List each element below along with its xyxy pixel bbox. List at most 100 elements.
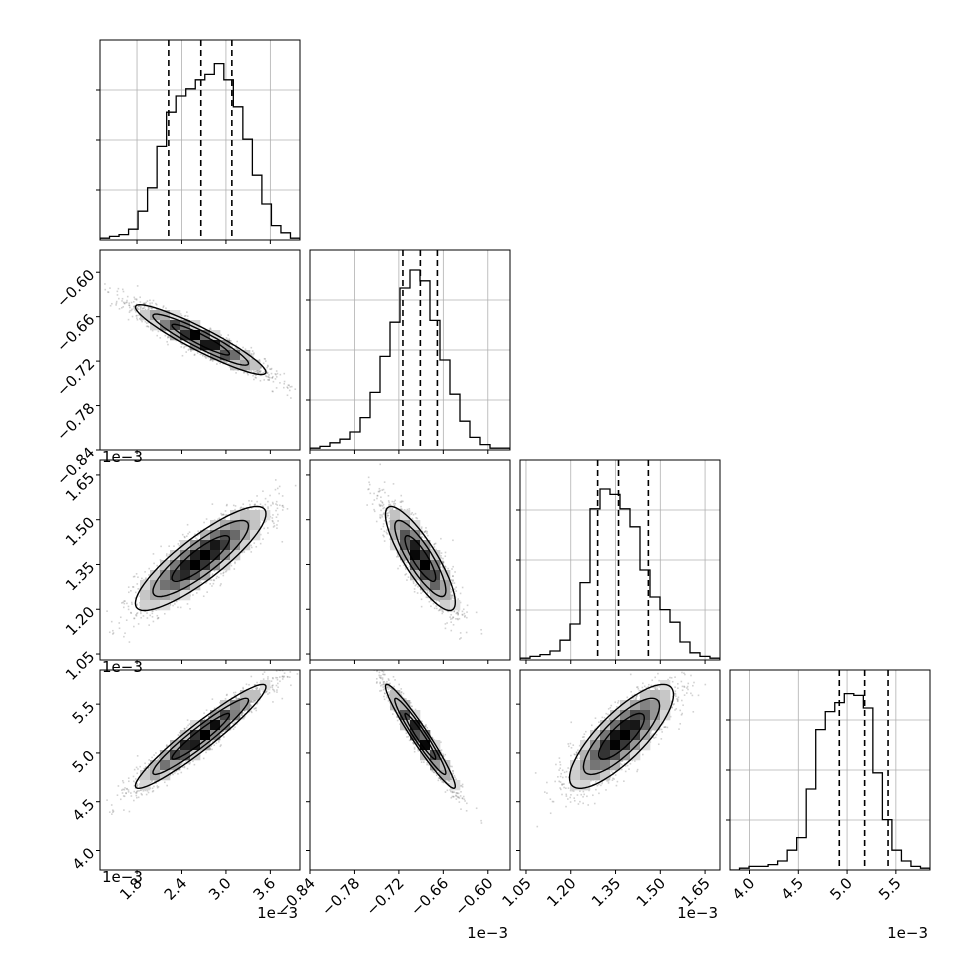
sample-point (192, 594, 194, 596)
hist-step-3 (730, 692, 930, 870)
sample-point (263, 371, 266, 373)
sample-point (145, 577, 147, 579)
sample-point (144, 578, 147, 581)
sample-point (208, 349, 210, 352)
sample-point (276, 524, 278, 526)
sample-point (268, 374, 270, 376)
sample-point (198, 533, 201, 536)
sample-point (203, 521, 205, 524)
sample-point (222, 513, 225, 516)
sample-point (136, 317, 138, 319)
sample-point (128, 311, 131, 314)
hist-panel-1 (306, 249, 511, 451)
sample-point (278, 485, 281, 488)
sample-point (122, 290, 125, 293)
sample-point (219, 362, 221, 365)
density-cell (210, 540, 221, 551)
sample-point (286, 508, 289, 510)
scatter-panel-1-0 (96, 249, 301, 454)
sample-point (281, 495, 284, 497)
sample-point (267, 379, 269, 381)
sample-point (387, 514, 390, 517)
sample-point (480, 628, 482, 631)
sample-point (224, 361, 226, 364)
density-cell (180, 550, 191, 561)
sample-point (123, 302, 126, 305)
sample-point (236, 340, 238, 343)
sample-point (450, 588, 453, 591)
sample-point (253, 371, 255, 374)
sample-point (184, 314, 187, 317)
density-cell (190, 550, 201, 561)
sample-point (163, 612, 166, 615)
sample-point (254, 370, 257, 373)
sample-point (159, 559, 162, 561)
sample-point (166, 340, 168, 343)
density-cell (170, 550, 181, 561)
sample-point (128, 306, 131, 309)
sample-point (241, 551, 244, 554)
sample-point (181, 343, 183, 345)
sample-point (133, 305, 136, 307)
sample-point (283, 380, 286, 383)
sample-point (266, 372, 269, 375)
sample-point (164, 334, 167, 337)
sample-point (195, 592, 198, 594)
sample-point (276, 372, 279, 375)
density-cell (180, 320, 191, 331)
sample-point (442, 560, 444, 563)
density-cell (140, 310, 151, 321)
sample-point (132, 306, 135, 308)
sample-point (391, 508, 394, 510)
sample-point (258, 370, 261, 373)
sample-point (156, 564, 158, 567)
sample-point (194, 533, 196, 536)
sample-point (221, 360, 224, 363)
sample-point (141, 577, 143, 580)
sample-point (262, 362, 265, 365)
sample-point (159, 337, 162, 339)
sample-point (218, 517, 221, 520)
sample-point (213, 579, 216, 582)
panel-frame (519, 459, 721, 661)
sample-point (184, 536, 186, 539)
sample-point (267, 364, 269, 367)
density-cell (240, 510, 251, 521)
density-cell (210, 550, 221, 561)
sample-point (250, 358, 252, 361)
density-cell (230, 520, 241, 531)
sample-point (388, 508, 390, 510)
sample-point (270, 367, 273, 370)
sample-point (143, 305, 146, 307)
sample-point (205, 357, 207, 359)
sample-point (186, 311, 188, 314)
sample-point (118, 297, 120, 300)
sample-point (253, 371, 255, 374)
sample-point (151, 610, 154, 612)
density-cell (230, 350, 241, 361)
sample-point (246, 372, 249, 374)
sample-point (122, 306, 125, 308)
density-cell (170, 580, 181, 591)
sample-point (116, 294, 119, 296)
sample-point (242, 549, 245, 552)
sample-point (231, 346, 234, 348)
sample-point (276, 504, 279, 506)
sample-point (234, 508, 236, 511)
sample-point (222, 359, 225, 362)
sample-point (393, 501, 395, 503)
density-cell (180, 580, 191, 591)
sample-point (145, 325, 148, 328)
sample-point (122, 601, 124, 604)
sample-point (226, 338, 229, 341)
sample-point (290, 385, 293, 388)
sample-point (209, 328, 212, 331)
sample-point (199, 353, 202, 356)
density-cell (220, 340, 231, 351)
sample-point (216, 575, 218, 578)
sample-point (397, 553, 399, 556)
sample-point (274, 373, 277, 375)
sample-point (378, 504, 381, 507)
sample-point (230, 340, 232, 342)
sample-point (225, 569, 228, 572)
